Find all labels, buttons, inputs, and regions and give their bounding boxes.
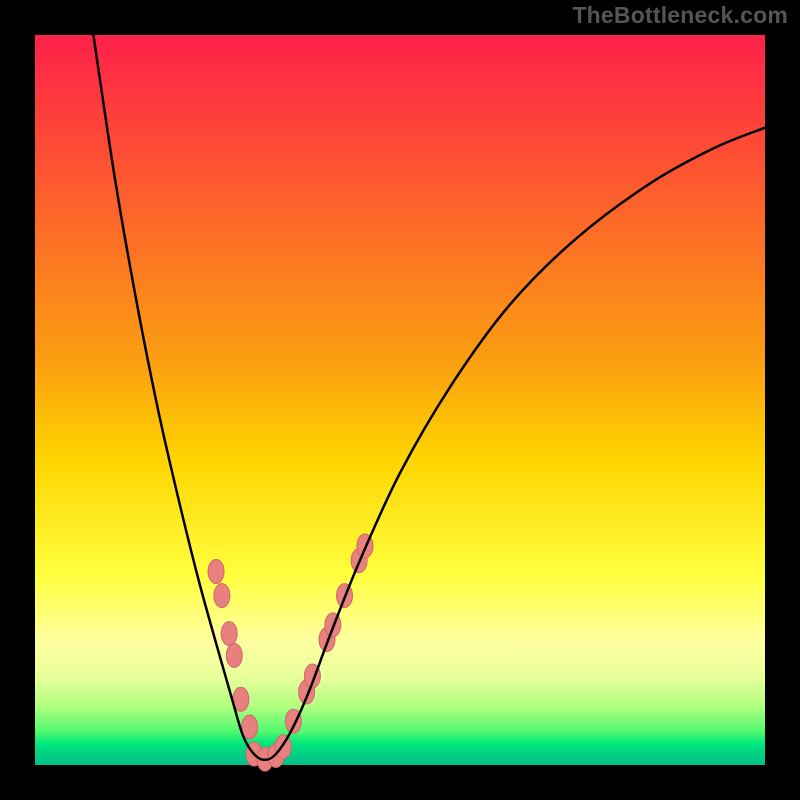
curve-marker — [208, 560, 224, 584]
curve-marker — [221, 622, 237, 646]
chart-container: TheBottleneck.com — [0, 0, 800, 800]
bottleneck-chart — [0, 0, 800, 800]
watermark-text: TheBottleneck.com — [572, 2, 788, 29]
plot-background — [35, 35, 765, 765]
curve-marker — [226, 644, 242, 668]
curve-marker — [214, 584, 230, 608]
